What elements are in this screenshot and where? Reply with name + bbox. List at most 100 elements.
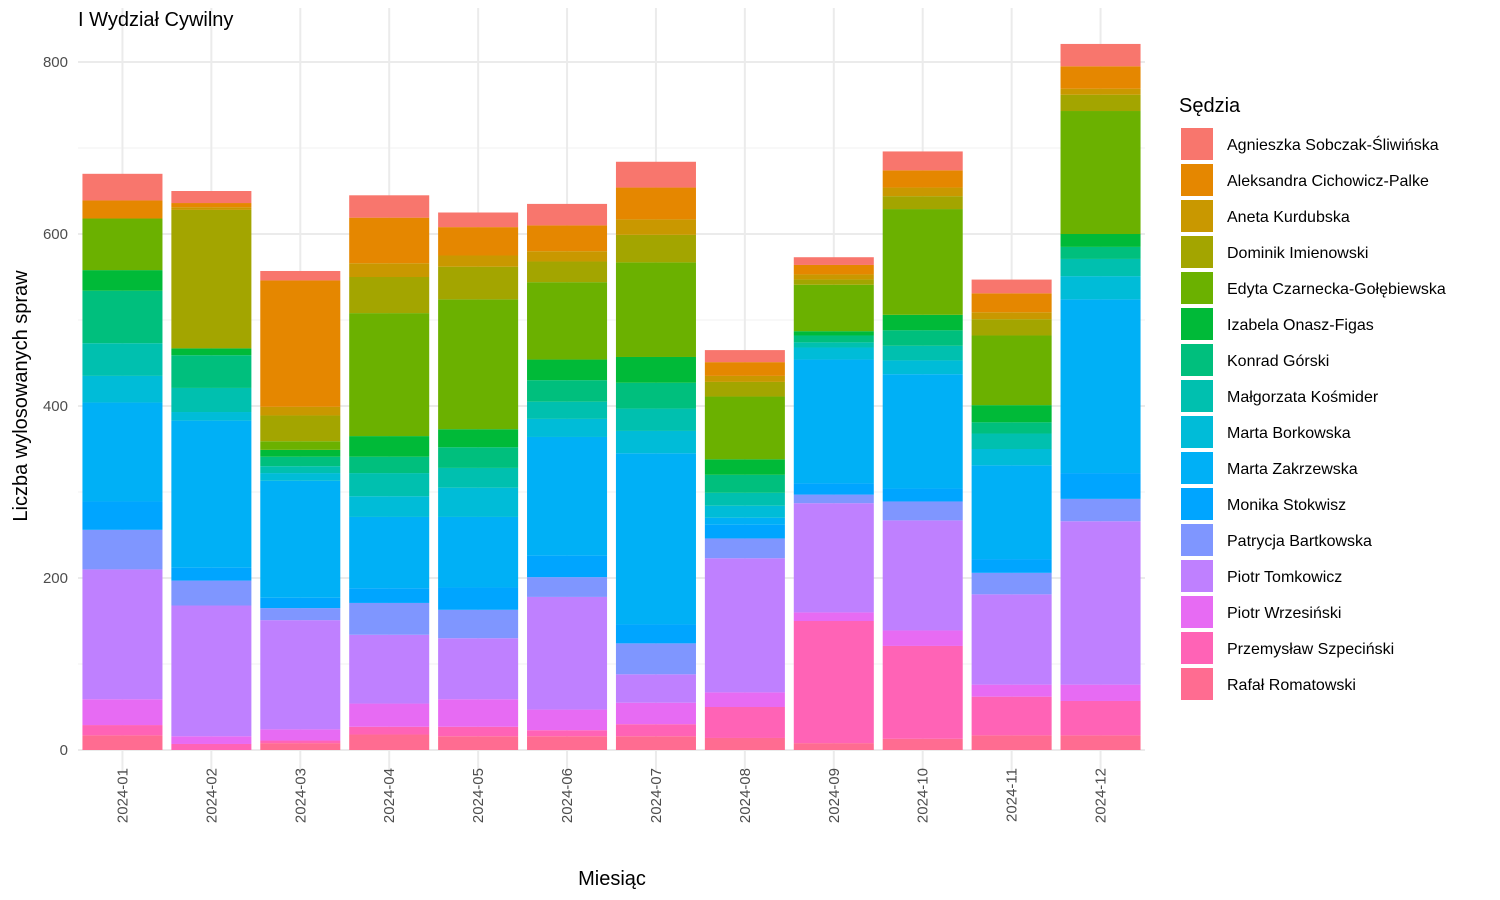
- bar-segment: [882, 187, 963, 197]
- bar-segment: [615, 219, 696, 235]
- bar-segment: [971, 319, 1052, 336]
- bar-segment: [349, 263, 430, 277]
- bar-segment: [349, 217, 430, 264]
- bar-segment: [82, 343, 163, 376]
- bar-segment: [527, 203, 608, 226]
- bar-segment: [793, 359, 874, 484]
- bar-segment: [971, 405, 1052, 423]
- y-tick-label: 600: [43, 226, 68, 243]
- y-axis-title: Liczba wylosowanych spraw: [10, 270, 32, 522]
- bar-segment: [882, 330, 963, 346]
- bar-segment: [349, 195, 430, 218]
- bar-segment: [793, 279, 874, 285]
- y-axis-ticks: 0 200 400 600 800: [43, 54, 68, 759]
- bar-segment: [527, 225, 608, 252]
- bar-segment: [527, 261, 608, 283]
- bar-segment: [971, 594, 1052, 685]
- bar-segment: [82, 218, 163, 271]
- x-tick-label: 2024-10: [915, 768, 932, 823]
- bar-segment: [527, 251, 608, 262]
- bar-segment: [971, 293, 1052, 313]
- bar-segment: [1060, 234, 1141, 247]
- bar-segment: [349, 473, 430, 497]
- bar-segment: [438, 266, 519, 300]
- bar-segment: [882, 196, 963, 210]
- legend-label: Aneta Kurdubska: [1227, 209, 1350, 226]
- bar-segment: [615, 382, 696, 409]
- bar-segment: [171, 605, 252, 737]
- y-tick-label: 200: [43, 570, 68, 587]
- bar-segment: [527, 418, 608, 437]
- bar-segment: [171, 207, 252, 210]
- bar-segment: [971, 449, 1052, 466]
- bar-segment: [260, 597, 341, 609]
- bar-segment: [82, 402, 163, 502]
- bar-segment: [1060, 94, 1141, 112]
- x-axis-title: Miesiąc: [578, 868, 646, 890]
- legend-swatch: [1181, 200, 1213, 232]
- bar-segment: [82, 200, 163, 219]
- bar-segment: [82, 529, 163, 570]
- bar-segment: [527, 555, 608, 578]
- legend-label: Marta Zakrzewska: [1227, 461, 1358, 478]
- legend-swatch: [1181, 272, 1213, 304]
- x-tick-label: 2024-05: [470, 768, 487, 823]
- bar-segment: [82, 173, 163, 201]
- legend-label: Rafał Romatowski: [1227, 677, 1356, 694]
- bar-segment: [971, 684, 1052, 697]
- bar-segment: [1060, 258, 1141, 277]
- x-tick-label: 2024-01: [114, 768, 131, 823]
- legend-item: Konrad Górski: [1181, 344, 1329, 376]
- bar-segment: [1060, 700, 1141, 736]
- legend: Sędzia Agnieszka Sobczak-Śliwińska Aleksa…: [1179, 95, 1446, 700]
- bar-segment: [171, 209, 252, 349]
- x-tick-label: 2024-02: [203, 768, 220, 823]
- bar-segment: [171, 348, 252, 356]
- bar-segment: [527, 709, 608, 731]
- bar-segment: [438, 299, 519, 430]
- bar-segment: [793, 743, 874, 750]
- bar-segment: [438, 638, 519, 700]
- bar-segment: [171, 580, 252, 606]
- bar-segment: [1060, 246, 1141, 259]
- x-tick-label: 2024-08: [737, 768, 754, 823]
- bar-segment: [82, 569, 163, 700]
- bar-segment: [615, 356, 696, 383]
- bar-segment: [171, 387, 252, 413]
- bar-segment: [615, 262, 696, 357]
- bar-segment: [260, 743, 341, 750]
- bar-segment: [704, 381, 785, 397]
- legend-label: Izabela Onasz-Figas: [1227, 317, 1374, 334]
- bar-segment: [704, 492, 785, 506]
- bar-segment: [260, 466, 341, 474]
- bar-segment: [438, 609, 519, 639]
- y-tick-label: 400: [43, 398, 68, 415]
- bar-segment: [704, 524, 785, 539]
- bar-segment: [527, 401, 608, 419]
- bar-segment: [882, 738, 963, 750]
- bar-segment: [615, 702, 696, 725]
- bar-segment: [793, 342, 874, 348]
- bar-segment: [882, 314, 963, 331]
- bar-segment: [260, 456, 341, 467]
- legend-swatch: [1181, 596, 1213, 628]
- bar-segment: [704, 707, 785, 738]
- x-tick-label: 2024-09: [826, 768, 843, 823]
- legend-item: Dominik Imienowski: [1181, 236, 1368, 268]
- legend-swatch: [1181, 632, 1213, 664]
- bar-segment: [349, 516, 430, 589]
- bar-segment: [1060, 43, 1141, 67]
- bar-segment: [171, 743, 252, 750]
- bar-segment: [793, 257, 874, 265]
- bar-segment: [704, 517, 785, 525]
- bar-segment: [171, 203, 252, 208]
- legend-item: Piotr Tomkowicz: [1181, 560, 1342, 592]
- bar-segment: [704, 505, 785, 518]
- bar-segment: [527, 359, 608, 381]
- x-tick-label: 2024-06: [559, 768, 576, 823]
- legend-label: Marta Borkowska: [1227, 425, 1351, 442]
- bar-segment: [793, 284, 874, 332]
- legend-swatch: [1181, 164, 1213, 196]
- legend-label: Edyta Czarnecka-Gołębiewska: [1227, 281, 1446, 298]
- bar-segment: [82, 290, 163, 344]
